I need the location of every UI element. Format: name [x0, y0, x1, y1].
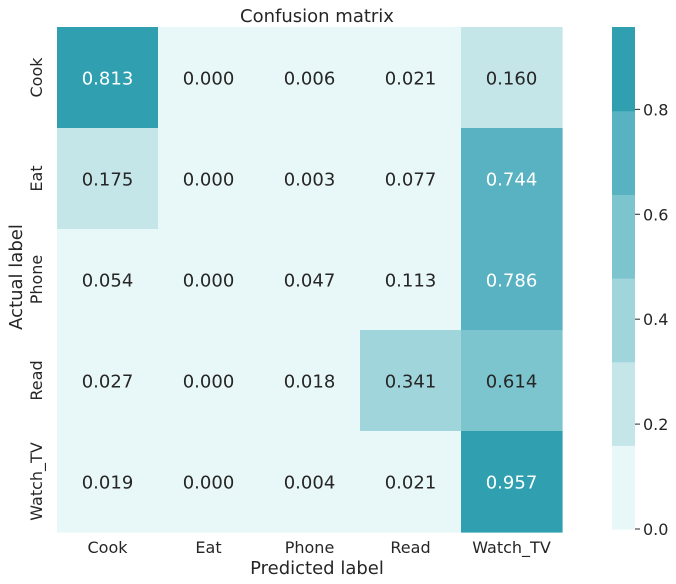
cell-value-label: 0.000 [183, 372, 235, 393]
cell-value-label: 0.341 [385, 372, 437, 393]
heatmap-cell-phone-watch-tv [461, 229, 563, 331]
heatmap-cell-eat-eat [158, 128, 260, 230]
chart-title: Confusion matrix [240, 6, 394, 27]
heatmap-cell-watch-tv-cook [57, 431, 159, 533]
cell-value-label: 0.175 [82, 170, 134, 191]
cell-value-label: 0.021 [385, 473, 437, 494]
heatmap-cell-phone-eat [158, 229, 260, 331]
cell-value-label: 0.113 [385, 271, 437, 292]
cell-value-label: 0.006 [284, 69, 336, 90]
x-tick-label: Watch_TV [472, 538, 551, 558]
cell-value-label: 0.160 [486, 69, 538, 90]
colorbar [612, 27, 635, 530]
y-tick-label: Phone [27, 255, 46, 305]
cell-value-label: 0.744 [486, 170, 538, 191]
cell-value-label: 0.003 [284, 170, 336, 191]
heatmap-cell-read-cook [57, 330, 159, 432]
colorbar-bin [612, 278, 635, 363]
colorbar-bin [612, 445, 635, 530]
x-tick-label: Eat [195, 538, 221, 557]
cell-value-label: 0.957 [486, 473, 538, 494]
heatmap-cell-cook-phone [259, 27, 361, 129]
y-tick-label: Read [27, 360, 46, 400]
colorbar-bin [612, 194, 635, 279]
heatmap-cell-watch-tv-eat [158, 431, 260, 533]
y-tick-label: Cook [27, 57, 46, 98]
y-tick-label: Eat [27, 165, 46, 191]
colorbar-tick-label: 0.4 [643, 310, 668, 329]
colorbar-tick-label: 0.8 [643, 100, 668, 119]
cell-value-label: 0.000 [183, 170, 235, 191]
heatmap-cell-watch-tv-phone [259, 431, 361, 533]
cell-value-label: 0.614 [486, 372, 538, 393]
heatmap-cell-cook-watch-tv [461, 27, 563, 129]
colorbar-bin [612, 110, 635, 195]
x-tick-label: Cook [87, 538, 128, 557]
y-tick-label: Watch_TV [27, 442, 47, 521]
heatmap-cell-cook-cook [57, 27, 159, 129]
cell-value-label: 0.000 [183, 271, 235, 292]
x-tick-label: Read [390, 538, 430, 557]
heatmap-cell-read-phone [259, 330, 361, 432]
colorbar-tick-label: 0.0 [643, 520, 668, 539]
cell-value-label: 0.018 [284, 372, 336, 393]
heatmap-cell-phone-phone [259, 229, 361, 331]
cell-value-label: 0.077 [385, 170, 437, 191]
heatmap-cell-watch-tv-read [360, 431, 462, 533]
colorbar-tick-label: 0.2 [643, 415, 668, 434]
cell-value-label: 0.000 [183, 473, 235, 494]
heatmap-cell-read-eat [158, 330, 260, 432]
x-tick-label: Phone [285, 538, 335, 557]
cell-value-label: 0.019 [82, 473, 134, 494]
cell-value-label: 0.047 [284, 271, 336, 292]
cell-value-label: 0.813 [82, 69, 134, 90]
heatmap-cell-eat-phone [259, 128, 361, 230]
heatmap-cell-eat-watch-tv [461, 128, 563, 230]
heatmap-cell-phone-read [360, 229, 462, 331]
colorbar-tick-label: 0.6 [643, 205, 668, 224]
heatmap-cell-cook-eat [158, 27, 260, 129]
heatmap-cell-watch-tv-watch-tv [461, 431, 563, 533]
x-axis-label: Predicted label [250, 558, 384, 579]
cell-value-label: 0.027 [82, 372, 134, 393]
colorbar-ticks: 0.0 0.2 0.4 0.6 0.8 [635, 100, 668, 539]
heatmap-cell-cook-read [360, 27, 462, 129]
heatmap-cell-labels: 0.813 0.000 0.006 0.021 0.160 0.175 0.000 0.003… [82, 69, 538, 494]
colorbar-bin [612, 361, 635, 446]
y-axis-ticks: Cook Eat Phone Read Watch_TV [27, 57, 47, 521]
heatmap-cell-read-watch-tv [461, 330, 563, 432]
heatmap-cell-read-read [360, 330, 462, 432]
heatmap-cell-phone-cook [57, 229, 159, 331]
cell-value-label: 0.021 [385, 69, 437, 90]
cell-value-label: 0.786 [486, 271, 538, 292]
heatmap-cell-eat-cook [57, 128, 159, 230]
heatmap-cell-eat-read [360, 128, 462, 230]
heatmap-cells [57, 27, 563, 533]
cell-value-label: 0.000 [183, 69, 235, 90]
y-axis-label: Actual label [6, 224, 27, 330]
colorbar-bin [612, 27, 635, 112]
cell-value-label: 0.054 [82, 271, 134, 292]
cell-value-label: 0.004 [284, 473, 336, 494]
x-axis-ticks: Cook Eat Phone Read Watch_TV [87, 538, 550, 558]
